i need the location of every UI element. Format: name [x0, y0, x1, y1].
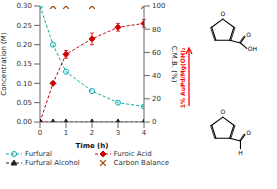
svg-text:O: O [220, 108, 225, 115]
svg-text:Concentration (M): Concentration (M) [8, 32, 9, 96]
svg-text:80: 80 [152, 26, 161, 34]
svg-text:1: 1 [64, 129, 68, 137]
svg-text:60: 60 [152, 49, 161, 57]
svg-text:0.10: 0.10 [16, 80, 32, 88]
svg-text:0.30: 0.30 [16, 2, 32, 10]
svg-text:0.00: 0.00 [16, 118, 32, 126]
svg-text:0.05: 0.05 [16, 99, 32, 107]
svg-text:1% AuPd/Mg(OH)₂: 1% AuPd/Mg(OH)₂ [179, 47, 187, 108]
svg-text:H: H [238, 149, 243, 156]
svg-text:C.M.B. (%): C.M.B. (%) [170, 46, 178, 83]
svg-text:Time (h): Time (h) [75, 142, 108, 150]
html-text:Carbon Balance: Carbon Balance [113, 159, 169, 167]
svg-text:0.20: 0.20 [16, 41, 32, 49]
svg-text:3: 3 [116, 129, 120, 137]
svg-text:100: 100 [152, 2, 165, 10]
svg-text:0.15: 0.15 [16, 60, 32, 68]
svg-text:0: 0 [152, 118, 156, 126]
svg-text:OH: OH [248, 45, 257, 52]
svg-text:O: O [246, 129, 251, 136]
svg-text:0.25: 0.25 [16, 22, 32, 30]
svg-text:4: 4 [142, 129, 147, 137]
html-text:Furoic Acid: Furoic Acid [113, 150, 152, 158]
svg-text:20: 20 [152, 95, 161, 103]
svg-text:0: 0 [38, 129, 42, 137]
html-text:Furfural Alcohol: Furfural Alcohol [25, 159, 80, 167]
svg-text:O: O [246, 31, 251, 38]
svg-text:O: O [220, 10, 225, 17]
html-text:Furfural: Furfural [25, 150, 52, 158]
svg-text:2: 2 [90, 129, 94, 137]
svg-text:40: 40 [152, 72, 161, 80]
